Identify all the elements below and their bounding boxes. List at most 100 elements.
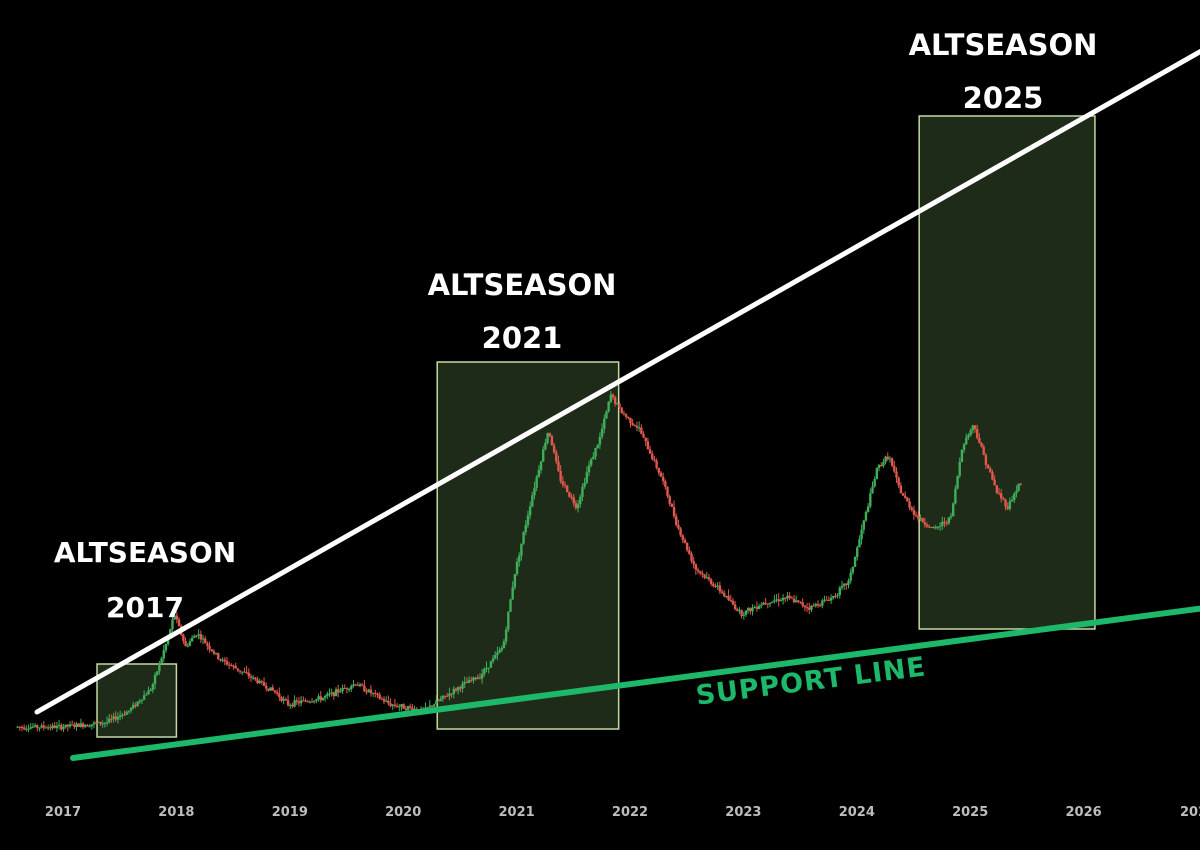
candle-body	[461, 683, 464, 689]
candle-body	[842, 583, 846, 586]
zone-2021-title: ALTSEASON	[428, 268, 617, 302]
candle-body	[400, 704, 403, 707]
candle-body	[971, 425, 975, 431]
candle-body	[858, 539, 861, 548]
candle-body	[291, 704, 294, 707]
candle-body	[487, 667, 490, 669]
candle-body	[232, 665, 235, 667]
candle-body	[714, 586, 717, 588]
candle-body	[269, 687, 272, 691]
candle-body	[496, 652, 499, 656]
candle-body	[236, 668, 240, 671]
candle-body	[520, 543, 523, 556]
candle-body	[121, 714, 124, 716]
candle-body	[476, 677, 479, 680]
candle-body	[794, 600, 798, 603]
candle-body	[760, 604, 763, 606]
candle-body	[585, 472, 589, 483]
candle-body	[387, 700, 390, 704]
candle-body	[341, 687, 344, 692]
candle-body	[930, 527, 933, 529]
candle-body	[467, 679, 471, 683]
candle-body	[345, 688, 349, 690]
x-tick-label: 2023	[725, 805, 761, 820]
candle-body	[245, 672, 248, 674]
candle-body	[544, 442, 547, 450]
candle-body	[40, 725, 43, 728]
candle-body	[576, 504, 580, 509]
candle-body	[241, 671, 244, 673]
candle-body	[982, 446, 985, 455]
candle-body	[140, 699, 144, 702]
candle-body	[627, 416, 630, 418]
candle-body	[991, 472, 994, 480]
candle-body	[190, 637, 194, 642]
candle-body	[681, 535, 684, 540]
candle-body	[592, 456, 595, 460]
x-tick-label: 2026	[1066, 805, 1102, 820]
altseason-zones	[96, 115, 1096, 738]
candle-body	[914, 514, 918, 516]
candle-body	[459, 687, 462, 689]
candle-body	[398, 706, 401, 708]
candle-body	[166, 637, 170, 645]
candle-body	[565, 485, 569, 493]
candle-body	[295, 700, 298, 702]
candle-body	[910, 507, 913, 510]
candle-body	[199, 634, 203, 640]
candle-body	[657, 468, 660, 473]
candle-body	[620, 407, 623, 414]
candle-body	[742, 614, 746, 616]
candle-body	[960, 449, 964, 462]
candle-body	[94, 722, 98, 724]
candle-body	[247, 672, 251, 677]
candle-body	[797, 600, 800, 602]
candle-body	[932, 527, 935, 529]
candle-body	[587, 465, 591, 473]
candle-body	[507, 611, 510, 630]
candle-body	[884, 456, 887, 463]
candle-body	[805, 607, 809, 609]
candle-body	[613, 397, 617, 404]
candle-body	[744, 610, 748, 615]
candle-body	[221, 659, 224, 661]
candle-body	[404, 708, 408, 711]
candle-body	[1013, 493, 1016, 500]
candle-body	[897, 477, 900, 486]
candle-body	[151, 684, 155, 690]
candle-body	[1017, 483, 1020, 491]
candle-body	[138, 701, 141, 703]
candle-body	[188, 641, 192, 646]
candle-body	[384, 700, 388, 702]
candle-body	[823, 599, 826, 601]
candle-body	[969, 430, 972, 436]
candle-body	[688, 550, 691, 554]
candle-body	[788, 595, 791, 598]
candle-body	[439, 698, 442, 701]
candle-body	[201, 638, 205, 640]
candle-body	[607, 401, 610, 412]
candle-body	[958, 461, 961, 476]
candle-body	[642, 433, 645, 438]
candle-body	[720, 591, 724, 593]
candle-body	[694, 564, 698, 570]
candle-body	[925, 524, 929, 527]
candle-body	[323, 695, 327, 698]
candle-body	[618, 403, 621, 408]
candle-body	[856, 547, 859, 558]
candle-body	[147, 690, 150, 695]
candle-body	[500, 648, 503, 651]
candle-body	[443, 695, 447, 697]
candle-body	[537, 469, 541, 477]
candle-body	[845, 583, 848, 586]
candle-body	[408, 706, 412, 708]
candle-body	[230, 664, 233, 666]
candle-body	[275, 692, 279, 694]
candle-body	[149, 689, 152, 691]
candle-body	[81, 723, 85, 727]
candle-body	[62, 727, 65, 730]
candle-body	[367, 689, 370, 692]
candle-body	[70, 724, 74, 726]
candle-body	[293, 700, 296, 707]
